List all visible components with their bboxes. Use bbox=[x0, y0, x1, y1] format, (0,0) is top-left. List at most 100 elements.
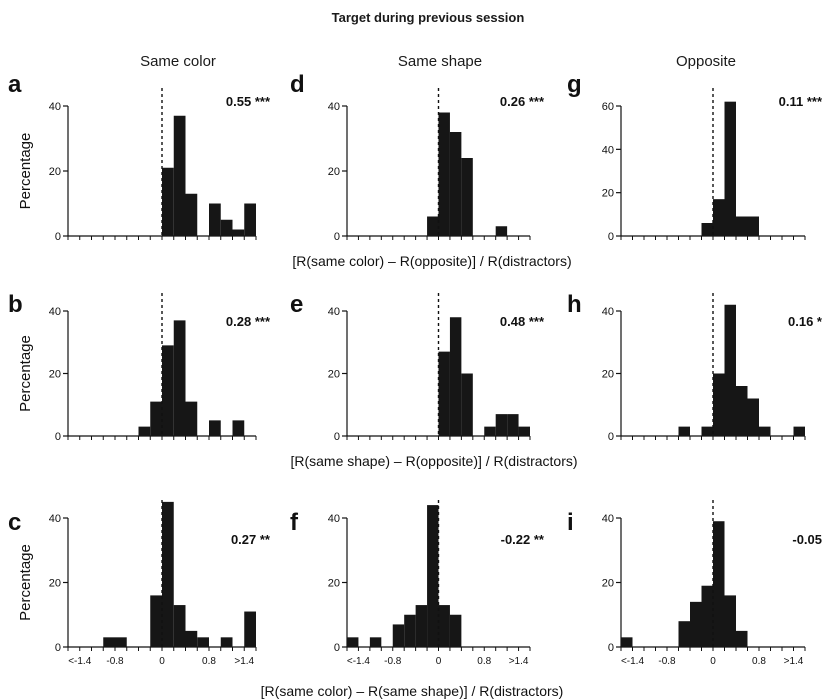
panel-stat-e: 0.48 *** bbox=[500, 314, 545, 329]
histogram-bar bbox=[759, 426, 771, 436]
histogram-bar bbox=[449, 317, 462, 436]
histogram-bar bbox=[173, 115, 186, 236]
x-tick-label: 0.8 bbox=[752, 656, 766, 667]
histogram-bar bbox=[185, 401, 198, 436]
y-tick-label: 40 bbox=[328, 101, 340, 113]
histogram-bar bbox=[162, 167, 174, 236]
y-tick-label: 40 bbox=[49, 513, 61, 525]
histogram-bar bbox=[507, 414, 519, 436]
y-tick-label: 20 bbox=[49, 166, 61, 178]
histogram-bar bbox=[518, 426, 530, 436]
y-tick-label: 20 bbox=[602, 369, 614, 381]
row3-xlabel: [R(same color) – R(same shape)] / R(dist… bbox=[261, 683, 564, 699]
histogram-bar bbox=[495, 414, 508, 436]
x-tick-label: -0.8 bbox=[384, 656, 402, 667]
y-tick-label: 20 bbox=[602, 578, 614, 590]
row2-xlabel: [R(same shape) – R(opposite)] / R(distra… bbox=[290, 453, 577, 469]
histogram-bar bbox=[690, 601, 702, 647]
x-tick-label: -0.8 bbox=[106, 656, 124, 667]
panel-a: a 0 20 40 0.55 *** Percentage bbox=[8, 71, 271, 243]
panel-stat-a: 0.55 *** bbox=[226, 94, 271, 109]
histogram-bar bbox=[427, 216, 439, 236]
histogram-bar bbox=[713, 373, 725, 436]
y-tick-label: 20 bbox=[328, 369, 340, 381]
y-tick-label: 40 bbox=[49, 101, 61, 113]
panel-stat-b: 0.28 *** bbox=[226, 314, 271, 329]
panel-letter-i: i bbox=[567, 509, 574, 536]
panel-letter-d: d bbox=[290, 71, 305, 98]
histogram-bar bbox=[209, 420, 221, 436]
x-tick-label: 0 bbox=[710, 656, 716, 667]
panel-c: c 0 20 40 0.27 ** Percentage <-1.4 -0.8 0 0.8 >1.4 bbox=[8, 500, 271, 667]
y-tick-label: 0 bbox=[608, 642, 614, 654]
y-tick-label: 0 bbox=[55, 431, 61, 443]
y-tick-label: 60 bbox=[602, 101, 614, 113]
panel-letter-h: h bbox=[567, 291, 582, 318]
histogram-bar bbox=[162, 345, 174, 436]
x-tick-label: 0.8 bbox=[477, 656, 491, 667]
panel-letter-c: c bbox=[8, 509, 21, 536]
histogram-bar bbox=[150, 401, 162, 436]
column-title-same-color: Same color bbox=[140, 53, 216, 70]
histogram-bar bbox=[724, 595, 736, 647]
x-tick-label: <-1.4 bbox=[68, 656, 92, 667]
histogram-bar bbox=[438, 112, 450, 236]
y-tick-label: 0 bbox=[55, 231, 61, 243]
y-axis-label: Percentage bbox=[17, 133, 34, 210]
y-tick-label: 20 bbox=[602, 188, 614, 200]
histogram-bar bbox=[736, 216, 748, 236]
panel-f: f 0 20 40 -0.22 ** <-1.4 -0.8 0 0.8 >1.4 bbox=[290, 500, 545, 667]
histogram-bar bbox=[724, 101, 736, 237]
panel-i: i 0 20 40 -0.05 <-1.4 -0.8 0 0.8 >1.4 bbox=[567, 500, 822, 667]
histogram-bar bbox=[438, 351, 450, 436]
histogram-bar bbox=[209, 203, 221, 236]
panel-letter-a: a bbox=[8, 71, 22, 98]
histogram-bar bbox=[232, 420, 245, 436]
y-tick-label: 40 bbox=[602, 306, 614, 318]
histogram-bar bbox=[713, 199, 725, 236]
panel-stat-h: 0.16 * bbox=[788, 314, 823, 329]
panel-h: h 0 20 40 0.16 * bbox=[567, 291, 823, 443]
x-tick-label: <-1.4 bbox=[621, 656, 645, 667]
histogram-bar bbox=[449, 132, 462, 236]
histogram-bar bbox=[369, 637, 382, 647]
row1-xlabel: [R(same color) – R(opposite)] / R(distra… bbox=[292, 253, 571, 269]
histogram-bar bbox=[115, 637, 127, 647]
y-tick-label: 20 bbox=[49, 369, 61, 381]
column-title-opposite: Opposite bbox=[676, 53, 736, 70]
histogram-bar bbox=[232, 229, 245, 236]
x-tick-label: >1.4 bbox=[509, 656, 529, 667]
histogram-bar bbox=[438, 605, 450, 647]
histogram-bar bbox=[736, 386, 748, 436]
y-tick-label: 0 bbox=[334, 231, 340, 243]
histogram-bar bbox=[678, 426, 690, 436]
histogram-bar bbox=[392, 624, 405, 647]
y-tick-label: 0 bbox=[55, 642, 61, 654]
y-tick-label: 0 bbox=[334, 431, 340, 443]
y-tick-label: 0 bbox=[334, 642, 340, 654]
y-tick-label: 40 bbox=[328, 513, 340, 525]
y-axis-label: Percentage bbox=[17, 544, 34, 621]
histogram-bar bbox=[220, 637, 233, 647]
panel-letter-g: g bbox=[567, 71, 582, 98]
histogram-bar bbox=[347, 637, 359, 647]
panel-e: e 0 20 40 0.48 *** bbox=[290, 291, 545, 443]
histogram-bar bbox=[461, 373, 473, 436]
histogram-bar bbox=[701, 223, 713, 236]
y-tick-label: 0 bbox=[608, 431, 614, 443]
y-tick-label: 40 bbox=[602, 144, 614, 156]
x-tick-label: 0 bbox=[436, 656, 442, 667]
panel-stat-f: -0.22 ** bbox=[501, 532, 545, 547]
x-tick-label: 0.8 bbox=[202, 656, 216, 667]
panel-stat-g: 0.11 *** bbox=[779, 94, 823, 109]
histogram-bar bbox=[713, 521, 725, 647]
panel-g: g 0 20 40 60 0.11 *** bbox=[567, 71, 823, 243]
histogram-bar bbox=[103, 637, 115, 647]
figure-header: Target during previous session bbox=[332, 10, 525, 25]
panel-stat-c: 0.27 ** bbox=[231, 532, 271, 547]
histogram-bar bbox=[185, 193, 198, 236]
histogram-bar bbox=[747, 216, 759, 236]
column-title-same-shape: Same shape bbox=[398, 53, 482, 70]
histogram-bar bbox=[197, 637, 209, 647]
